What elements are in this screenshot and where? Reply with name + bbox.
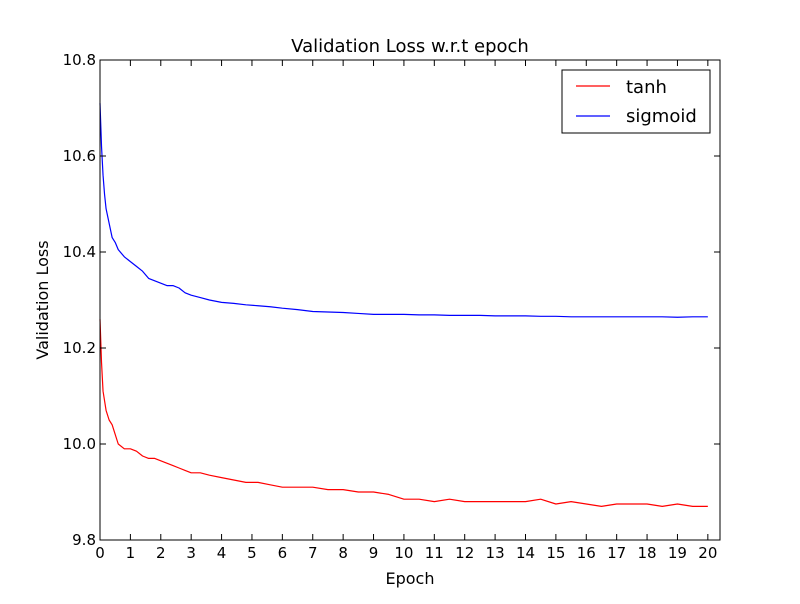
x-axis-label: Epoch xyxy=(386,569,435,588)
x-tick-label-6: 6 xyxy=(278,544,288,562)
x-tick-label-20: 20 xyxy=(698,544,717,562)
y-tick-label-4: 10.6 xyxy=(63,147,96,165)
x-tick-label-9: 9 xyxy=(369,544,379,562)
x-tick-label-12: 12 xyxy=(455,544,474,562)
x-tick-label-14: 14 xyxy=(516,544,535,562)
x-tick-label-3: 3 xyxy=(186,544,196,562)
x-tick-label-11: 11 xyxy=(425,544,444,562)
y-tick-label-5: 10.8 xyxy=(63,51,96,69)
x-tick-label-2: 2 xyxy=(156,544,166,562)
x-tick-label-16: 16 xyxy=(577,544,596,562)
x-tick-label-5: 5 xyxy=(247,544,257,562)
chart-title: Validation Loss w.r.t epoch xyxy=(291,36,529,57)
series-line-tanh xyxy=(99,319,708,507)
x-tick-label-1: 1 xyxy=(126,544,136,562)
legend-label-sigmoid: sigmoid xyxy=(626,106,697,127)
series-line-sigmoid xyxy=(99,103,708,318)
y-axis-ticks: 9.8 10.0 10.2 10.4 10.6 10.8 xyxy=(63,51,720,549)
x-axis-ticks: 0 1 2 3 4 5 6 7 8 9 10 11 12 13 14 15 16 17 18 19 20 xyxy=(95,60,717,562)
series-layer xyxy=(99,103,708,507)
x-tick-label-7: 7 xyxy=(308,544,318,562)
plot-frame xyxy=(99,59,721,541)
x-tick-label-8: 8 xyxy=(338,544,348,562)
x-tick-label-13: 13 xyxy=(486,544,505,562)
plot-area xyxy=(100,60,720,540)
x-tick-label-18: 18 xyxy=(638,544,657,562)
x-tick-label-15: 15 xyxy=(546,544,565,562)
legend-label-tanh: tanh xyxy=(626,77,667,98)
x-tick-label-19: 19 xyxy=(668,544,687,562)
y-tick-label-2: 10.2 xyxy=(63,339,96,357)
y-tick-label-1: 10.0 xyxy=(63,435,96,453)
y-axis-label: Validation Loss xyxy=(33,240,52,359)
x-tick-label-0: 0 xyxy=(95,544,105,562)
y-tick-label-0: 9.8 xyxy=(72,531,96,549)
legend-box xyxy=(561,69,711,134)
x-tick-label-10: 10 xyxy=(394,544,413,562)
y-tick-label-3: 10.4 xyxy=(63,243,96,261)
x-tick-label-4: 4 xyxy=(217,544,227,562)
legend: tanh sigmoid xyxy=(561,69,711,134)
x-tick-label-17: 17 xyxy=(607,544,626,562)
